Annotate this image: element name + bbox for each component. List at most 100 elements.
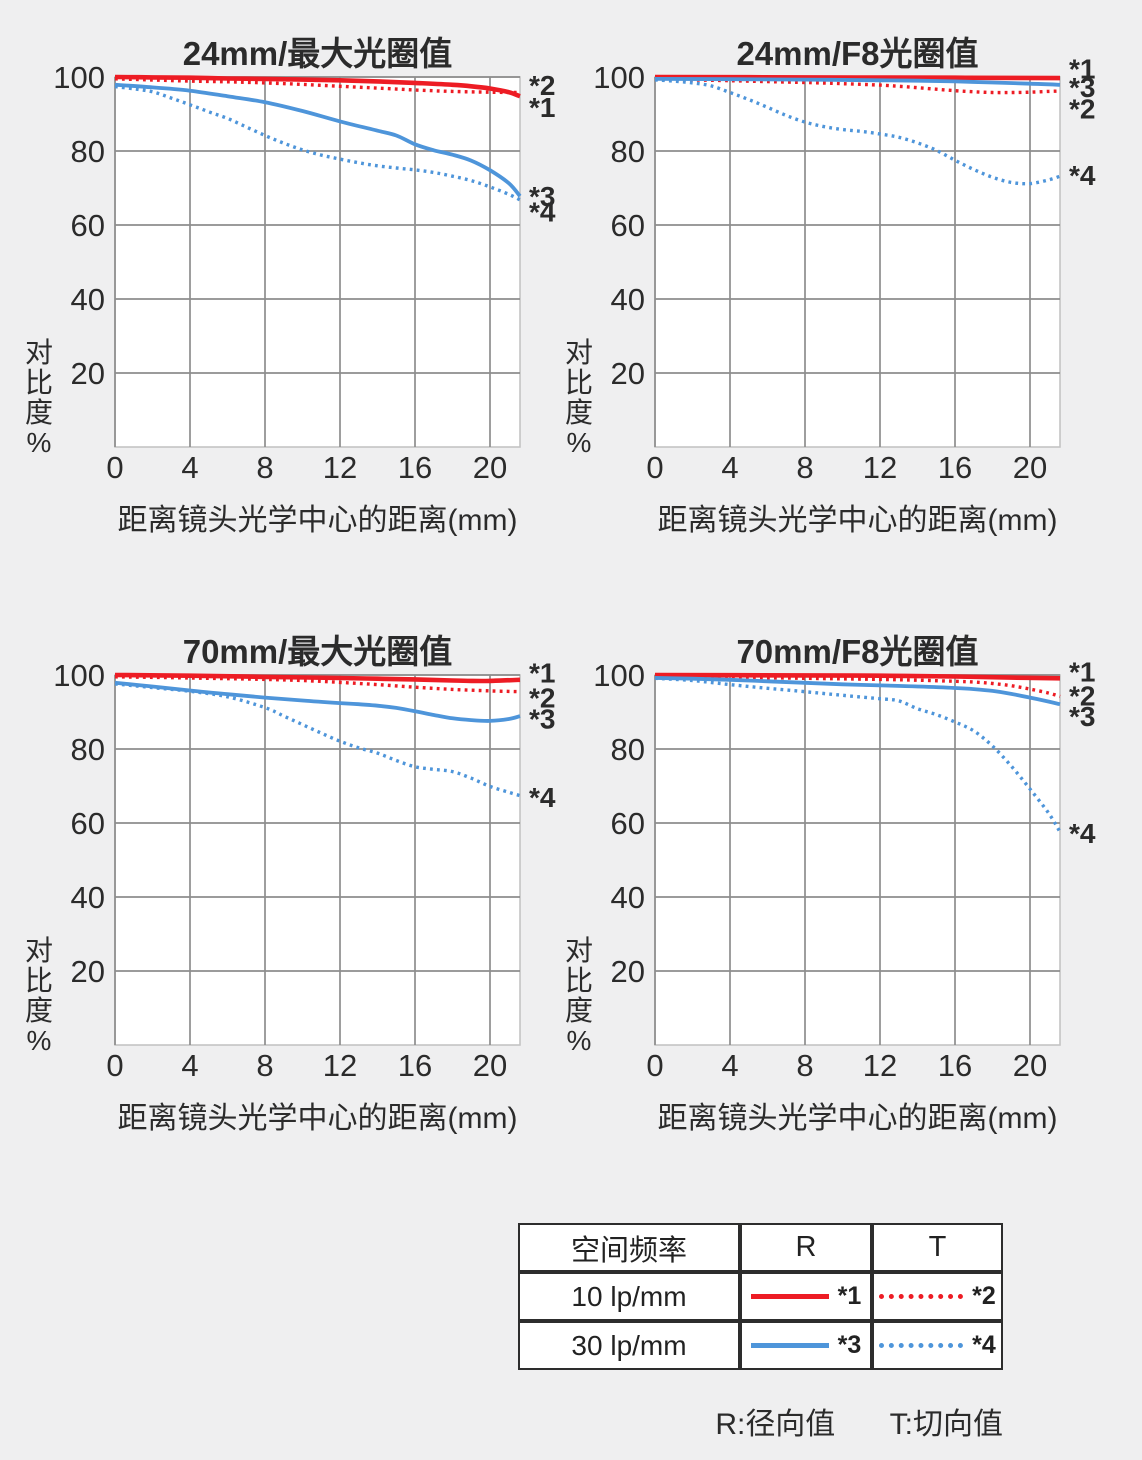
y-tick-label: 60 [611, 806, 645, 841]
legend-table: 空间频率 R T 10 lp/mm *1 *2 30 lp/mm [518, 1223, 1003, 1370]
y-axis-title-char: 度 [25, 995, 53, 1026]
x-axis-title: 距离镜头光学中心的距离(mm) [658, 504, 1058, 537]
curve-label-3: *3 [1069, 701, 1095, 732]
curve-label-4: *4 [1069, 160, 1096, 191]
x-tick-label: 20 [473, 1048, 507, 1083]
plot-area [654, 76, 1061, 448]
x-tick-label: 0 [646, 1048, 663, 1083]
x-axis-title: 距离镜头光学中心的距离(mm) [658, 1102, 1058, 1135]
curve-3-blue-solid [114, 680, 521, 723]
x-tick-label: 4 [181, 450, 198, 485]
y-tick-label: 60 [611, 208, 645, 243]
curve-4-blue-dotted [114, 84, 521, 202]
x-tick-label: 12 [863, 1048, 897, 1083]
curve-4-blue-dotted [114, 682, 521, 798]
y-axis-title-char: % [27, 1025, 52, 1056]
mtf-chart-24mm-f8: *1 *2*3 *4 100 80 60 40 20 0 4 8 12 16 20 24mm/F8光圈值距离… [565, 35, 1096, 537]
y-tick-label: 60 [71, 806, 105, 841]
x-tick-label: 8 [796, 450, 813, 485]
y-axis-title-char: 对 [25, 337, 53, 368]
y-tick-label: 100 [53, 60, 105, 95]
y-axis-title-char: 比 [25, 367, 53, 398]
x-tick-label: 20 [1013, 1048, 1047, 1083]
x-tick-label: 4 [721, 450, 738, 485]
mtf-chart-24mm-max-aperture: *1*2 *3*4 100 80 60 40 20 0 4 8 12 16 20 24mm/最大光圈值距离… [25, 35, 556, 537]
y-tick-label: 60 [71, 208, 105, 243]
legend-header-row: 空间频率 R T [518, 1223, 1003, 1272]
y-axis-title-char: 比 [565, 367, 593, 398]
legend-row-30lpmm: 30 lp/mm *3 *4 [518, 1321, 1003, 1370]
curve-label-2: *2 [529, 70, 555, 101]
curve-label-4: *4 [529, 782, 556, 813]
curve-label-4: *4 [529, 196, 556, 227]
y-tick-label: 80 [611, 134, 645, 169]
y-tick-label: 100 [53, 658, 105, 693]
y-axis-title-char: 度 [565, 397, 593, 428]
chart-title: 24mm/F8光圈值 [736, 35, 978, 72]
curve-label-2: *2 [1069, 681, 1095, 712]
y-tick-label: 20 [71, 954, 105, 989]
y-tick-label: 20 [611, 954, 645, 989]
x-tick-label: 16 [938, 1048, 972, 1083]
y-axis-title-char: % [567, 1025, 592, 1056]
x-axis-title: 距离镜头光学中心的距离(mm) [118, 504, 518, 537]
legend-freq-30lpmm: 30 lp/mm [518, 1321, 740, 1370]
y-tick-label: 40 [71, 880, 105, 915]
y-axis-title-char: % [27, 427, 52, 458]
curve-1-red-solid [114, 74, 521, 99]
curve-2-red-dotted [114, 77, 521, 95]
x-tick-label: 16 [398, 450, 432, 485]
x-tick-label: 20 [1013, 450, 1047, 485]
x-tick-label: 0 [646, 450, 663, 485]
curve-4-blue-dotted [654, 78, 1061, 186]
chart-title: 70mm/F8光圈值 [736, 633, 978, 670]
x-tick-label: 16 [938, 450, 972, 485]
y-axis-title-char: 比 [565, 965, 593, 996]
x-tick-label: 4 [181, 1048, 198, 1083]
legend-header-t: T [872, 1223, 1003, 1272]
curve-4-blue-dotted [654, 676, 1062, 833]
chart-title: 24mm/最大光圈值 [183, 35, 453, 72]
curve-label-3: *3 [837, 1331, 862, 1359]
y-tick-label: 80 [71, 134, 105, 169]
curve-3-blue-solid [654, 76, 1061, 87]
blue-dotted-line-sample [879, 1343, 964, 1348]
y-axis-title-char: 对 [25, 935, 53, 966]
curve-label-1: *1 [1069, 53, 1095, 84]
x-axis-title: 距离镜头光学中心的距离(mm) [118, 1102, 518, 1135]
x-tick-label: 12 [323, 1048, 357, 1083]
legend-row-10lpmm: 10 lp/mm *1 *2 [518, 1272, 1003, 1321]
mtf-chart-70mm-f8: *1*2*3 *4 100 80 60 40 20 0 4 8 12 16 20 70mm/F8光圈值距离… [565, 633, 1096, 1135]
red-solid-line-sample [750, 1294, 829, 1299]
curve-3-blue-solid [654, 676, 1061, 707]
plot-area [114, 76, 521, 448]
x-tick-label: 4 [721, 1048, 738, 1083]
red-dotted-line-sample [879, 1294, 964, 1299]
y-tick-label: 40 [611, 880, 645, 915]
legend-header-r: R [740, 1223, 872, 1272]
plot-area [654, 674, 1061, 1046]
y-tick-label: 100 [593, 60, 645, 95]
y-tick-label: 20 [71, 356, 105, 391]
curve-label-3: *3 [1069, 72, 1095, 103]
x-tick-label: 8 [256, 450, 273, 485]
curve-label-1: *1 [529, 92, 555, 123]
y-axis-title-char: 比 [25, 965, 53, 996]
curve-label-1: *1 [529, 658, 555, 689]
chart-title: 70mm/最大光圈值 [183, 633, 453, 670]
x-tick-label: 8 [256, 1048, 273, 1083]
x-tick-label: 8 [796, 1048, 813, 1083]
y-axis-title-char: 对 [565, 337, 593, 368]
curve-label-4: *4 [972, 1331, 996, 1359]
curve-label-3: *3 [529, 181, 555, 212]
y-tick-label: 80 [611, 732, 645, 767]
x-tick-label: 0 [106, 1048, 123, 1083]
footnote-r-radial: R:径向值 [715, 1408, 836, 1441]
x-tick-label: 12 [323, 450, 357, 485]
x-tick-label: 12 [863, 450, 897, 485]
y-tick-label: 40 [71, 282, 105, 317]
y-axis-title-char: % [567, 427, 592, 458]
curve-label-4: *4 [1069, 818, 1096, 849]
curve-1-red-solid [654, 672, 1061, 681]
